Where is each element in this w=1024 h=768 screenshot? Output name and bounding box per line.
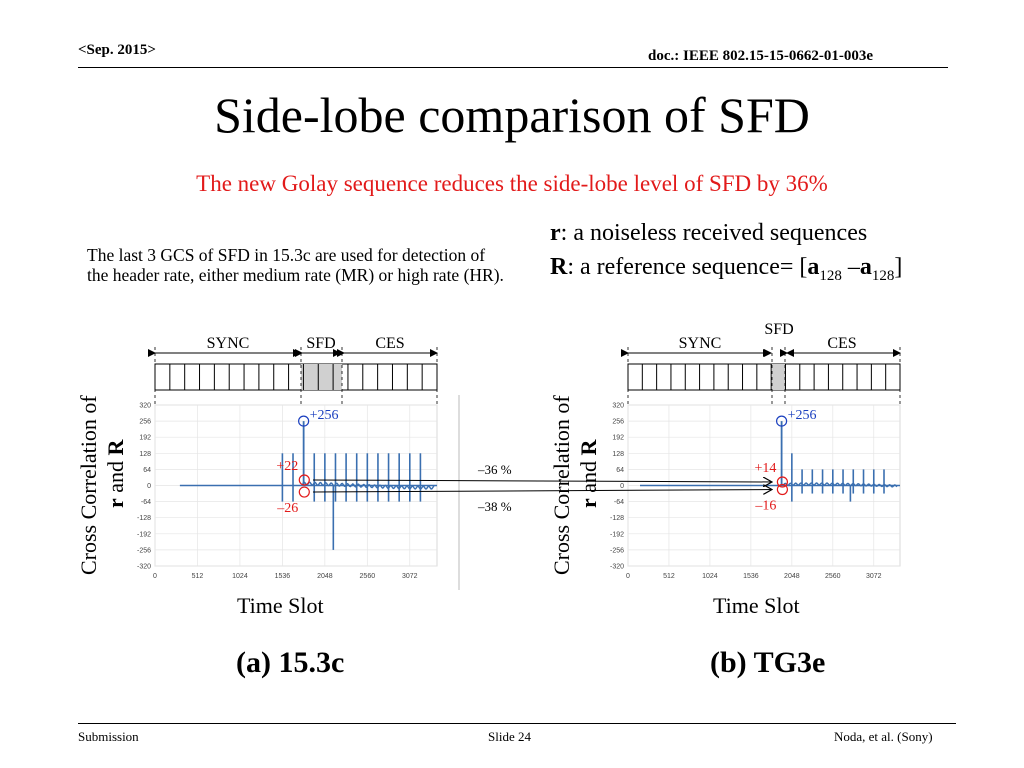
- frame-label-sync: SYNC: [207, 335, 250, 352]
- y-tick-label: 128: [139, 451, 151, 458]
- y-tick-label: -192: [137, 531, 151, 538]
- footer-center: Slide 24: [488, 729, 531, 744]
- frame-label-sync: SYNC: [679, 335, 722, 352]
- frame-box: [154, 363, 438, 391]
- peak-label: +256: [788, 408, 817, 423]
- caption-b: (b) TG3e: [710, 646, 826, 679]
- x-tick-label: 1024: [232, 573, 248, 580]
- sfd-shading: [301, 364, 342, 390]
- y-tick-label: -192: [610, 531, 624, 538]
- x-tick-label: 2048: [317, 573, 333, 580]
- frame-box: [627, 363, 901, 391]
- x-tick-label: 1536: [275, 573, 291, 580]
- x-tick-label: 0: [626, 573, 630, 580]
- y-tick-label: 64: [616, 467, 624, 474]
- y-tick-label: 128: [612, 451, 624, 458]
- sfd-shading: [772, 364, 785, 390]
- footer-rule: [78, 723, 956, 724]
- y-tick-label: -64: [141, 499, 151, 506]
- y-tick-label: 0: [147, 483, 151, 490]
- description-text: The last 3 GCS of SFD in 15.3c are used …: [87, 245, 504, 285]
- sidelobe-min-marker: [298, 486, 310, 498]
- sidelobe-max-marker: [776, 476, 789, 488]
- y-tick-label: 192: [139, 435, 151, 442]
- reduction-negative: –38 %: [477, 499, 512, 514]
- definition-R: R: a reference sequence= [a128 –a128]: [550, 254, 903, 284]
- y-tick-label: -128: [610, 515, 624, 522]
- y-tick-label: 192: [612, 435, 624, 442]
- peak-label: +256: [310, 408, 339, 423]
- x-tick-label: 1536: [743, 573, 759, 580]
- frame-label-ces: CES: [375, 335, 404, 352]
- sidelobe-max-label: +14: [754, 461, 776, 476]
- definition-r: r: a noiseless received sequences: [550, 220, 868, 246]
- x-tick-label: 3072: [402, 573, 418, 580]
- y-tick-label: 256: [612, 419, 624, 426]
- x-tick-label: 512: [663, 573, 675, 580]
- x-axis-label-b: Time Slot: [713, 593, 800, 618]
- x-tick-label: 2560: [360, 573, 376, 580]
- x-tick-label: 1024: [702, 573, 718, 580]
- slide-subtitle: The new Golay sequence reduces the side-…: [196, 171, 828, 196]
- y-tick-label: 320: [612, 403, 624, 410]
- reduction-positive: –36 %: [477, 462, 512, 477]
- y-tick-label: -320: [137, 564, 151, 571]
- comparison-arrows: –36 % –38 %: [312, 395, 772, 590]
- peak-marker: [775, 415, 788, 427]
- x-tick-label: 0: [153, 573, 157, 580]
- x-tick-label: 2048: [784, 573, 800, 580]
- x-tick-label: 3072: [866, 573, 882, 580]
- y-tick-label: -128: [137, 515, 151, 522]
- footer-left: Submission: [78, 729, 139, 744]
- frame-label-ces: CES: [827, 335, 856, 352]
- x-tick-label: 2560: [825, 573, 841, 580]
- sidelobe-max-marker: [298, 474, 310, 486]
- frame-label-sfd: SFD: [306, 335, 335, 352]
- y-tick-label: -320: [610, 564, 624, 571]
- slide-title: Side-lobe comparison of SFD: [214, 87, 810, 143]
- sidelobe-min-label: –16: [754, 499, 776, 514]
- footer-right: Noda, et al. (Sony): [834, 729, 933, 744]
- y-tick-label: 64: [143, 467, 151, 474]
- sidelobe-min-label: –26: [276, 501, 298, 516]
- header-rule: [78, 67, 948, 68]
- header-date: <Sep. 2015>: [78, 42, 156, 58]
- y-tick-label: -64: [614, 499, 624, 506]
- definitions: r: a noiseless received sequences R: a r…: [550, 216, 902, 293]
- caption-a: (a) 15.3c: [236, 646, 345, 679]
- y-tick-label: -256: [137, 547, 151, 554]
- y-tick-label: 320: [139, 403, 151, 410]
- y-tick-label: 256: [139, 419, 151, 426]
- y-tick-label: -256: [610, 547, 624, 554]
- y-tick-label: 0: [620, 483, 624, 490]
- header-doc-id: doc.: IEEE 802.15-15-0662-01-003e: [648, 48, 873, 64]
- sidelobe-min-marker: [776, 483, 789, 496]
- sidelobe-max-label: +22: [276, 459, 298, 474]
- arrow-positive: [312, 480, 772, 482]
- arrow-negative: [312, 490, 772, 493]
- x-tick-label: 512: [192, 573, 204, 580]
- x-axis-label-a: Time Slot: [237, 593, 324, 618]
- frame-label-sfd: SFD: [764, 321, 793, 338]
- peak-marker: [298, 415, 310, 427]
